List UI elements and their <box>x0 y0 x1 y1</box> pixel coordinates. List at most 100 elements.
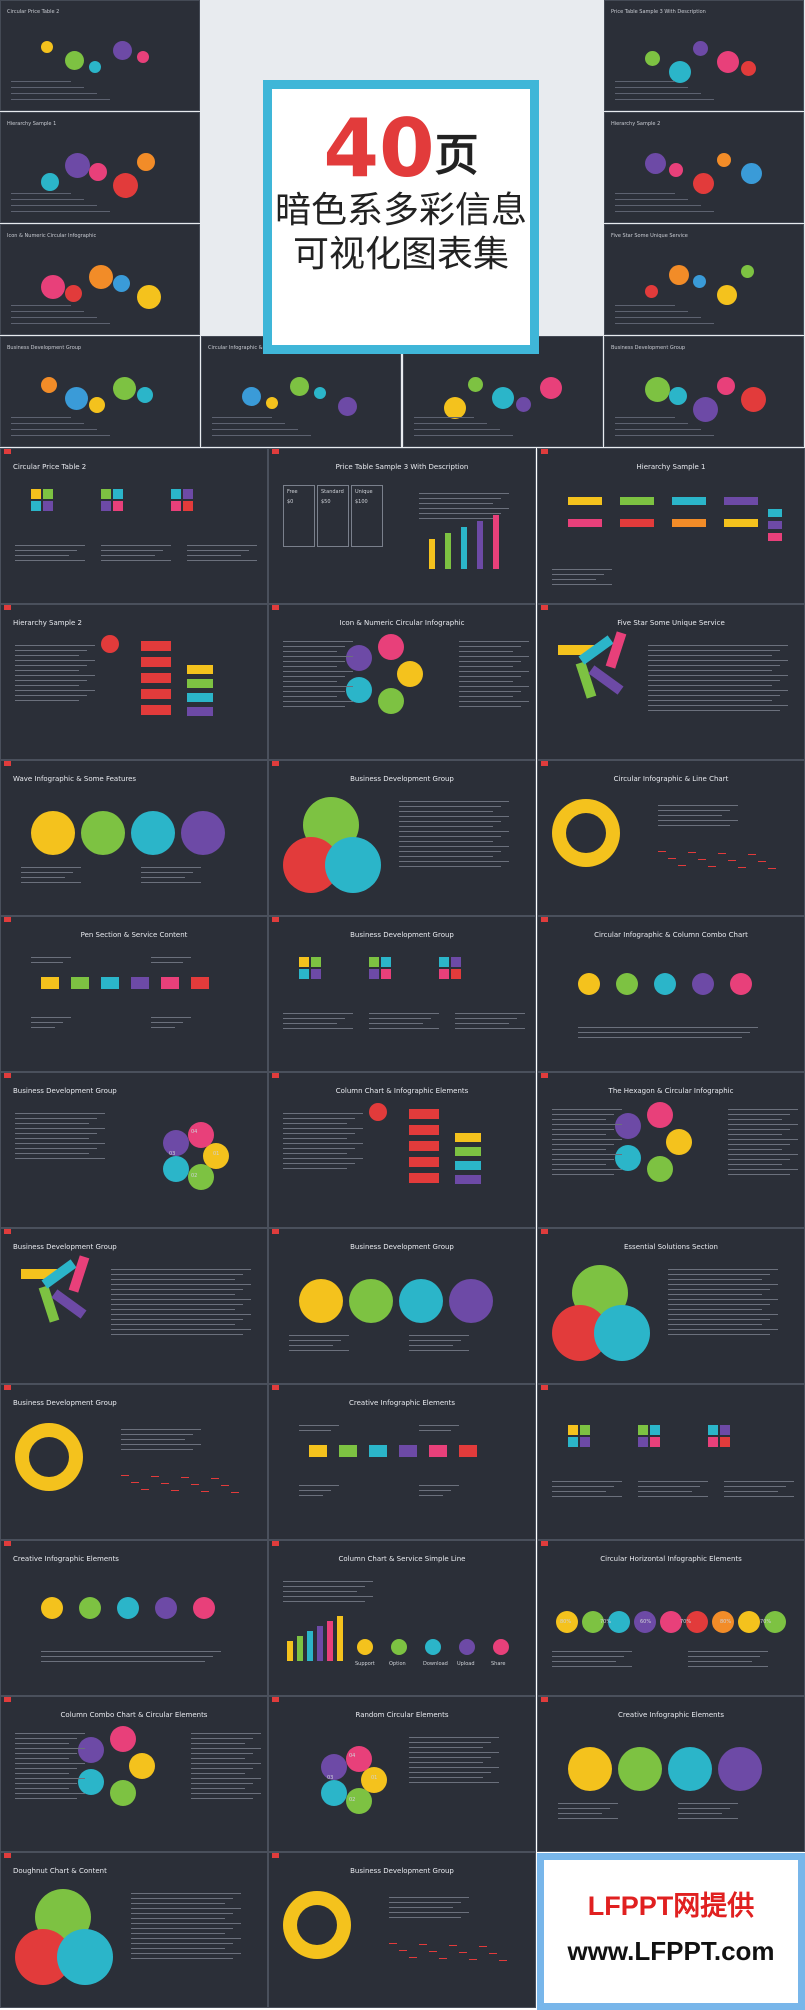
slide-thumbnail[interactable] <box>537 1384 805 1540</box>
mini-slide-shape <box>137 153 155 171</box>
text-placeholder-line <box>131 1958 233 1959</box>
slide-thumbnail[interactable]: Business Development Group <box>268 916 536 1072</box>
text-placeholder-line <box>187 550 249 551</box>
slide-thumbnail[interactable]: Business Development Group <box>0 1228 268 1384</box>
text-placeholder-line <box>419 513 501 514</box>
text-placeholder-line <box>409 1782 499 1783</box>
icon-tile <box>708 1437 718 1447</box>
infographic-circle <box>109 1726 136 1753</box>
slide-thumbnail[interactable]: Business Development Group <box>0 1384 268 1540</box>
text-placeholder-line <box>299 1485 339 1486</box>
slide-thumbnail[interactable]: Essential Solutions Section <box>537 1228 805 1384</box>
line-chart-segment <box>419 1944 427 1945</box>
text-placeholder-line <box>15 555 69 556</box>
text-placeholder-line <box>283 1153 347 1154</box>
infographic-circle <box>321 1754 348 1781</box>
mini-slide-text-line <box>11 311 84 312</box>
cycle-number: 02 <box>349 1797 356 1803</box>
slide-thumbnail[interactable]: Column Chart & Infographic Elements <box>268 1072 536 1228</box>
hierarchy-node <box>672 519 706 527</box>
slide-thumbnail[interactable]: Business Development Group <box>268 1228 536 1384</box>
text-placeholder-line <box>552 1159 614 1160</box>
mini-slide-title: Icon & Numeric Circular Infographic <box>7 233 97 239</box>
slide-thumbnail[interactable]: Wave Infographic & Some Features <box>0 760 268 916</box>
slide-thumbnail[interactable]: Pen Section & Service Content <box>0 916 268 1072</box>
slide-thumbnail[interactable]: The Hexagon & Circular Infographic <box>537 1072 805 1228</box>
slide-thumbnail[interactable]: Circular Infographic & Line Chart <box>537 760 805 916</box>
slide-title: Business Development Group <box>350 931 454 939</box>
slide-thumbnail[interactable]: Random Circular Elements 01 02 03 04 <box>268 1696 536 1852</box>
text-placeholder-line <box>658 810 730 811</box>
hierarchy-node <box>620 519 654 527</box>
slide-thumbnail[interactable]: Hierarchy Sample 1 <box>537 448 805 604</box>
infographic-circle <box>325 837 381 893</box>
icon-tile <box>43 489 53 499</box>
text-placeholder-line <box>724 1496 794 1497</box>
text-placeholder-line <box>131 1913 233 1914</box>
slide-thumbnail[interactable]: Creative Infographic Elements <box>537 1696 805 1852</box>
mini-slide-text-line <box>11 211 110 212</box>
text-placeholder-line <box>409 1747 483 1748</box>
text-placeholder-line <box>678 1818 738 1819</box>
slide-thumbnail[interactable]: Five Star Some Unique Service <box>537 604 805 760</box>
slide-thumbnail[interactable]: Column Combo Chart & Circular Elements <box>0 1696 268 1852</box>
text-placeholder-line <box>283 1138 347 1139</box>
text-placeholder-line <box>648 710 780 711</box>
hierarchy-node <box>455 1175 481 1184</box>
pen-block <box>41 977 59 989</box>
mini-slide: Five Star Some Unique Service <box>604 224 804 335</box>
text-placeholder-line <box>15 675 95 676</box>
slide-thumbnail[interactable]: Hierarchy Sample 2 <box>0 604 268 760</box>
icon-tile <box>568 1437 578 1447</box>
text-placeholder-line <box>638 1481 708 1482</box>
hierarchy-node <box>141 641 171 651</box>
mini-slide-shape <box>113 41 132 60</box>
slide-thumbnail[interactable]: Business Development Group <box>268 1852 536 2008</box>
slide-thumbnail[interactable]: Business Development Group 01 02 03 04 <box>0 1072 268 1228</box>
infographic-circle <box>654 973 676 995</box>
price-value: $100 <box>355 499 368 505</box>
text-placeholder-line <box>409 1757 491 1758</box>
text-placeholder-line <box>151 1022 183 1023</box>
text-placeholder-line <box>409 1340 461 1341</box>
infographic-circle <box>391 1639 407 1655</box>
text-placeholder-line <box>289 1345 333 1346</box>
slide-thumbnail[interactable]: Creative Infographic Elements <box>268 1384 536 1540</box>
promo-banner[interactable]: LFPPT网提供 www.LFPPT.com <box>537 1853 805 2010</box>
slide-thumbnail[interactable]: Creative Infographic Elements <box>0 1540 268 1696</box>
infographic-circle <box>78 1769 105 1796</box>
slide-thumbnail[interactable]: Doughnut Chart & Content <box>0 1852 268 2008</box>
slide-thumbnail[interactable]: Circular Infographic & Column Combo Char… <box>537 916 805 1072</box>
slide-thumbnail[interactable]: Circular Horizontal Infographic Elements… <box>537 1540 805 1696</box>
text-placeholder-line <box>552 1169 622 1170</box>
text-placeholder-line <box>459 681 513 682</box>
slide-thumbnail[interactable]: Price Table Sample 3 With Description Fre… <box>268 448 536 604</box>
mini-slide-title: Hierarchy Sample 2 <box>611 121 661 127</box>
mini-slide-shape <box>717 153 731 167</box>
slide-title: Business Development Group <box>350 1867 454 1875</box>
slide-title: The Hexagon & Circular Infographic <box>608 1087 734 1095</box>
hierarchy-node <box>620 497 654 505</box>
slide-thumbnail[interactable]: Business Development Group <box>268 760 536 916</box>
text-placeholder-line <box>558 1818 618 1819</box>
text-placeholder-line <box>131 1948 225 1949</box>
slide-thumbnail[interactable]: Icon & Numeric Circular Infographic <box>268 604 536 760</box>
icon-tile <box>369 957 379 967</box>
text-placeholder-line <box>15 1758 69 1759</box>
icon-tile <box>650 1425 660 1435</box>
mini-slide-text-line <box>414 435 513 436</box>
text-placeholder-line <box>283 1586 365 1587</box>
text-placeholder-line <box>724 1481 794 1482</box>
slide-thumbnail[interactable]: Column Chart & Service Simple Line Suppor… <box>268 1540 536 1696</box>
text-placeholder-line <box>15 560 85 561</box>
cover-collage: Circular Price Table 2 Price Table Sample… <box>0 0 805 448</box>
hierarchy-node <box>672 497 706 505</box>
slide-thumbnail[interactable]: Circular Price Table 2 <box>0 448 268 604</box>
text-placeholder-line <box>419 503 493 504</box>
text-placeholder-line <box>283 1118 355 1119</box>
slide-tag <box>541 1541 548 1546</box>
text-placeholder-line <box>558 1808 610 1809</box>
text-placeholder-line <box>389 1917 461 1918</box>
slide-title: Circular Infographic & Line Chart <box>613 775 729 783</box>
pen-block <box>71 977 89 989</box>
